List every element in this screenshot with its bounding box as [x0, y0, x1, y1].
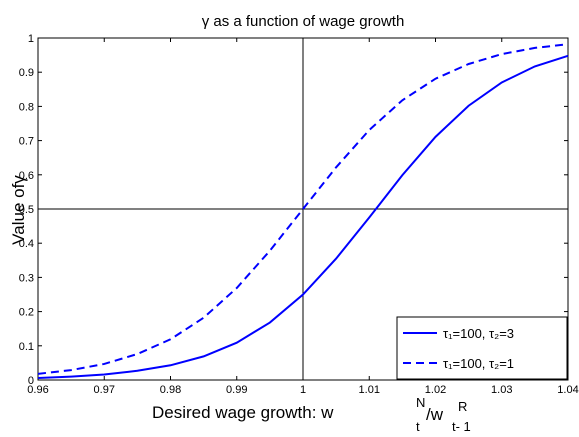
- x-axis-label: t- 1: [452, 419, 471, 434]
- y-tick-label: 1: [28, 33, 34, 45]
- y-tick-label: 0.5: [19, 204, 34, 216]
- legend-label: τ₁=100, τ₂=1: [443, 356, 514, 371]
- x-axis-label: /w: [426, 405, 444, 424]
- series-line: [37, 43, 569, 375]
- y-tick-label: 0.3: [19, 272, 34, 284]
- series-line: [37, 54, 569, 379]
- x-axis-label: N: [416, 395, 425, 410]
- x-tick-label: 1.02: [425, 384, 446, 396]
- y-tick-label: 0.8: [19, 101, 34, 113]
- y-axis-label: Value ofγ: [9, 175, 28, 245]
- x-tick-label: 1: [300, 384, 306, 396]
- x-tick-label: 0.97: [94, 384, 115, 396]
- x-tick-label: 1.04: [557, 384, 578, 396]
- y-tick-label: 0.9: [19, 67, 34, 79]
- x-tick-label: 0.99: [226, 384, 247, 396]
- legend-box: [396, 316, 568, 380]
- x-axis-label: Desired wage growth: w: [152, 403, 334, 422]
- y-tick-label: 0.1: [19, 341, 34, 353]
- y-tick-label: 0.4: [19, 238, 34, 250]
- y-tick-label: 0: [28, 375, 34, 387]
- y-tick-label: 0.7: [19, 136, 34, 148]
- legend-label: τ₁=100, τ₂=3: [443, 326, 514, 341]
- x-tick-label: 0.98: [160, 384, 181, 396]
- x-tick-label: 1.01: [359, 384, 380, 396]
- x-tick-label: 0.96: [27, 384, 48, 396]
- x-tick-label: 1.03: [491, 384, 512, 396]
- x-axis-label: R: [458, 399, 467, 414]
- y-tick-label: 0.6: [19, 170, 34, 182]
- x-axis-label: t: [416, 419, 420, 434]
- y-tick-label: 0.2: [19, 307, 34, 319]
- chart-title: γ as a function of wage growth: [202, 13, 405, 30]
